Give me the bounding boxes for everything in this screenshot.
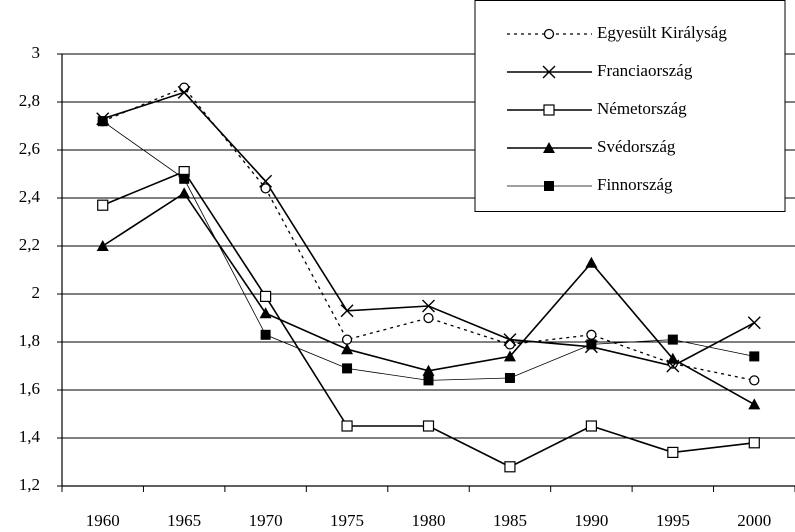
marker [504,373,515,383]
marker [542,65,556,79]
marker [747,316,761,330]
legend-label: Svédország [597,137,676,156]
marker [422,364,435,376]
x-tick-label: 1975 [330,511,364,530]
legend-label: Finnország [597,175,673,194]
y-tick-label: 1,2 [19,475,40,494]
x-tick-label: 1985 [493,511,527,530]
marker [260,290,272,302]
x-tick-label: 1980 [412,511,446,530]
marker [748,437,760,449]
x-tick-label: 1965 [167,511,201,530]
marker [504,461,516,473]
marker [97,116,108,127]
x-tick-label: 2000 [737,511,771,530]
marker [179,82,190,93]
marker [259,174,273,188]
marker [342,363,353,374]
marker [667,446,679,458]
marker [543,142,555,153]
marker [341,420,353,432]
marker [749,351,760,362]
marker [585,420,597,432]
marker [260,329,271,340]
marker [340,304,354,318]
marker [667,334,678,345]
y-tick-label: 1,4 [19,427,41,446]
y-tick-label: 2,8 [19,91,40,110]
marker [666,352,679,364]
marker [503,333,517,347]
x-tick-label: 1960 [86,511,120,530]
marker [543,28,555,40]
marker [586,329,597,340]
y-tick-label: 3 [32,43,41,62]
x-tick-label: 1995 [656,511,690,530]
marker [749,375,760,386]
x-tick-label: 1990 [574,511,608,530]
marker [177,85,191,99]
legend-label: Németország [597,99,687,118]
marker [260,183,271,194]
legend-box [474,0,786,212]
marker [748,398,761,410]
marker [259,307,272,319]
marker [422,420,435,432]
legend-label: Egyesült Királyság [597,23,727,42]
y-tick-label: 2 [32,283,41,302]
y-tick-label: 1,6 [19,379,40,398]
marker [96,240,109,251]
marker [341,343,354,355]
marker [178,187,191,199]
marker [585,256,598,268]
marker [503,350,516,362]
marker [423,375,434,386]
marker [423,312,434,324]
marker [544,181,554,191]
marker [97,199,109,211]
marker [543,104,555,116]
marker [179,173,190,184]
y-tick-label: 2,6 [19,139,40,158]
y-tick-label: 2,4 [19,187,41,206]
x-tick-label: 1970 [249,511,283,530]
marker [504,339,516,350]
y-tick-label: 1,8 [19,331,40,350]
marker [341,334,353,345]
marker [422,299,435,313]
legend-label: Franciaország [597,61,693,80]
marker [586,339,597,350]
y-tick-label: 2,2 [19,235,40,254]
